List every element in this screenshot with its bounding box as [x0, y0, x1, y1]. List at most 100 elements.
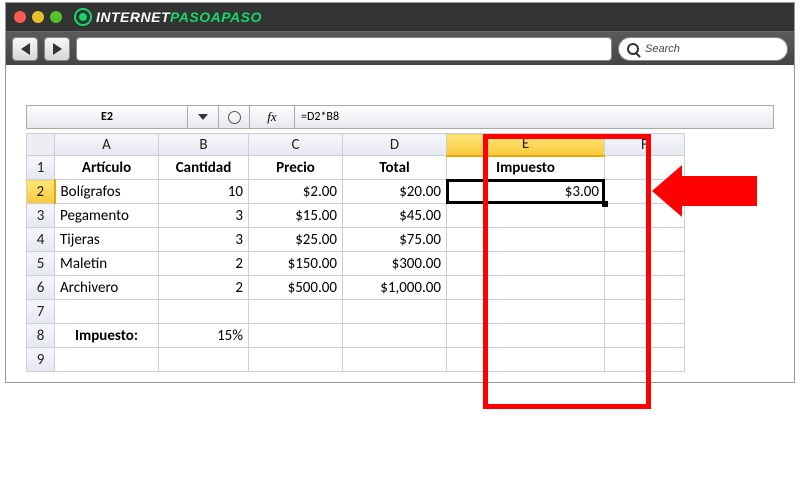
cell-F7[interactable]: [605, 300, 685, 324]
cell-C9[interactable]: [249, 348, 343, 372]
row-header-1[interactable]: 1: [27, 156, 55, 180]
cell-B2[interactable]: 10: [159, 180, 249, 204]
cell-B1[interactable]: Cantidad: [159, 156, 249, 180]
brand-white: INTERNET: [96, 9, 170, 25]
cell-B3[interactable]: 3: [159, 204, 249, 228]
cell-B6[interactable]: 2: [159, 276, 249, 300]
row-header-4[interactable]: 4: [27, 228, 55, 252]
address-bar[interactable]: [76, 37, 612, 61]
cell-E6[interactable]: [447, 276, 605, 300]
cell-A5[interactable]: Maletín: [55, 252, 159, 276]
select-all-corner[interactable]: [27, 134, 55, 156]
formula-input[interactable]: =D2*B8: [295, 110, 773, 124]
cell-E9[interactable]: [447, 348, 605, 372]
cell-C6[interactable]: $500.00: [249, 276, 343, 300]
col-header-B[interactable]: B: [159, 134, 249, 156]
cell-A6[interactable]: Archivero: [55, 276, 159, 300]
cell-F9[interactable]: [605, 348, 685, 372]
cell-B8[interactable]: 15%: [159, 324, 249, 348]
search-icon: [627, 43, 639, 55]
window-maximize-button[interactable]: [50, 11, 62, 23]
page-content: E2 fx =D2*B8 A B C D E F 1 Artículo: [6, 65, 794, 382]
col-header-F[interactable]: F: [605, 134, 685, 156]
chevron-right-icon: [53, 43, 62, 55]
col-header-A[interactable]: A: [55, 134, 159, 156]
cell-B7[interactable]: [159, 300, 249, 324]
cell-B5[interactable]: 2: [159, 252, 249, 276]
row-header-3[interactable]: 3: [27, 204, 55, 228]
col-header-D[interactable]: D: [343, 134, 447, 156]
forward-button[interactable]: [44, 37, 70, 61]
brand-text: INTERNETPASOAPASO: [96, 9, 262, 25]
spreadsheet-grid: A B C D E F 1 Artículo Cantidad Precio T…: [26, 133, 685, 372]
col-header-C[interactable]: C: [249, 134, 343, 156]
row-header-8[interactable]: 8: [27, 324, 55, 348]
cell-E1[interactable]: Impuesto: [447, 156, 605, 180]
cell-D5[interactable]: $300.00: [343, 252, 447, 276]
row-header-9[interactable]: 9: [27, 348, 55, 372]
cell-B9[interactable]: [159, 348, 249, 372]
cell-E8[interactable]: [447, 324, 605, 348]
row-header-7[interactable]: 7: [27, 300, 55, 324]
cell-D7[interactable]: [343, 300, 447, 324]
fill-handle[interactable]: [602, 201, 608, 207]
cell-D1[interactable]: Total: [343, 156, 447, 180]
back-button[interactable]: [12, 37, 38, 61]
cell-C5[interactable]: $150.00: [249, 252, 343, 276]
cell-D2[interactable]: $20.00: [343, 180, 447, 204]
row-header-5[interactable]: 5: [27, 252, 55, 276]
formula-bar: E2 fx =D2*B8: [26, 105, 774, 129]
cell-E2[interactable]: $3.00: [447, 180, 605, 204]
cell-E7[interactable]: [447, 300, 605, 324]
fx-label[interactable]: fx: [250, 109, 294, 125]
logo-icon: [74, 8, 92, 26]
cancel-formula-button[interactable]: [219, 111, 249, 124]
cell-A1[interactable]: Artículo: [55, 156, 159, 180]
cell-D4[interactable]: $75.00: [343, 228, 447, 252]
cell-E4[interactable]: [447, 228, 605, 252]
annotation-red-arrow: [652, 165, 757, 217]
cell-A4[interactable]: Tijeras: [55, 228, 159, 252]
cell-C4[interactable]: $25.00: [249, 228, 343, 252]
browser-toolbar: Search: [6, 31, 794, 65]
row-header-6[interactable]: 6: [27, 276, 55, 300]
row-header-2[interactable]: 2: [27, 180, 55, 204]
chevron-down-icon: [198, 114, 208, 120]
col-header-E[interactable]: E: [447, 134, 605, 156]
cancel-icon: [228, 111, 241, 124]
cell-A3[interactable]: Pegamento: [55, 204, 159, 228]
cell-E5[interactable]: [447, 252, 605, 276]
cell-C1[interactable]: Precio: [249, 156, 343, 180]
cell-E3[interactable]: [447, 204, 605, 228]
cell-F6[interactable]: [605, 276, 685, 300]
cell-B4[interactable]: 3: [159, 228, 249, 252]
cell-C2[interactable]: $2.00: [249, 180, 343, 204]
cell-E2-value: $3.00: [565, 183, 599, 201]
cell-D6[interactable]: $1,000.00: [343, 276, 447, 300]
cell-D8[interactable]: [343, 324, 447, 348]
cell-F8[interactable]: [605, 324, 685, 348]
cell-A2[interactable]: Bolígrafos: [55, 180, 159, 204]
window-close-button[interactable]: [14, 11, 26, 23]
chevron-left-icon: [21, 43, 30, 55]
cell-A7[interactable]: [55, 300, 159, 324]
cell-D3[interactable]: $45.00: [343, 204, 447, 228]
cell-C3[interactable]: $15.00: [249, 204, 343, 228]
cell-D9[interactable]: [343, 348, 447, 372]
cell-A8[interactable]: Impuesto:: [55, 324, 159, 348]
cell-A9[interactable]: [55, 348, 159, 372]
site-logo: INTERNETPASOAPASO: [74, 8, 262, 26]
cell-C8[interactable]: [249, 324, 343, 348]
window-minimize-button[interactable]: [32, 11, 44, 23]
name-box-dropdown[interactable]: [188, 114, 218, 120]
arrow-body: [682, 176, 757, 206]
cell-F4[interactable]: [605, 228, 685, 252]
browser-window: INTERNETPASOAPASO Search E2 fx =D2*B8: [5, 2, 795, 383]
cell-C7[interactable]: [249, 300, 343, 324]
search-box[interactable]: Search: [618, 37, 788, 61]
cell-F5[interactable]: [605, 252, 685, 276]
search-placeholder: Search: [645, 43, 680, 55]
titlebar: INTERNETPASOAPASO: [6, 3, 794, 31]
name-box[interactable]: E2: [27, 110, 187, 124]
arrow-head-icon: [652, 165, 682, 217]
